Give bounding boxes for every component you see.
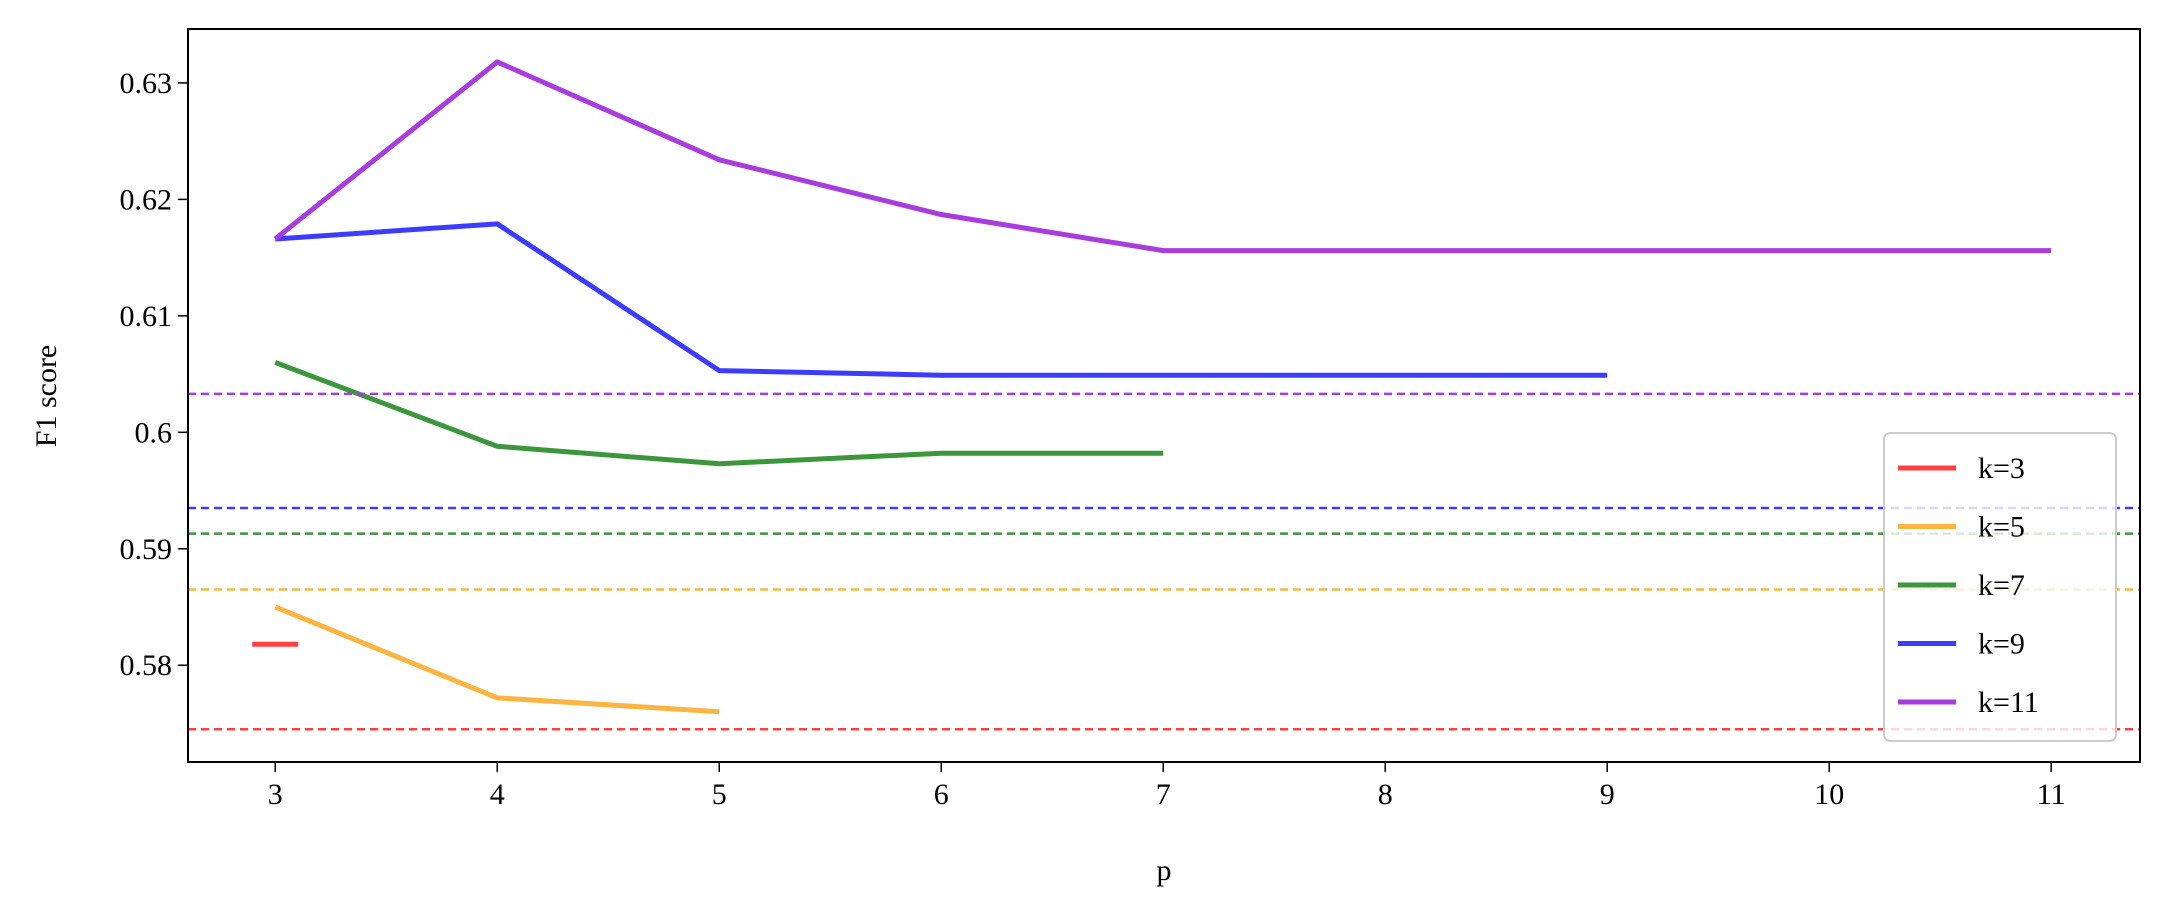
- series-line: [273, 59, 2052, 254]
- x-tick-label: 5: [712, 778, 727, 811]
- legend-label: k=11: [1978, 686, 2039, 719]
- x-axis-label: p: [1157, 854, 1172, 887]
- x-tick-label: 4: [490, 778, 505, 811]
- x-tick-label: 6: [934, 778, 949, 811]
- x-tick-label: 9: [1600, 778, 1615, 811]
- x-tick-label: 7: [1156, 778, 1171, 811]
- y-tick-label: 0.59: [120, 533, 173, 566]
- x-tick-label: 8: [1378, 778, 1393, 811]
- legend-label: k=7: [1978, 569, 2025, 602]
- x-tick-label: 10: [1814, 778, 1844, 811]
- series-line: [274, 604, 720, 715]
- series-line: [274, 360, 1164, 467]
- y-tick-label: 0.58: [120, 649, 173, 682]
- legend-box: [1883, 432, 2117, 742]
- legend-label: k=5: [1978, 511, 2025, 544]
- y-tick-label: 0.6: [135, 416, 173, 449]
- y-axis-label: F1 score: [30, 345, 63, 447]
- y-tick-label: 0.63: [120, 67, 173, 100]
- y-tick-label: 0.61: [120, 300, 173, 333]
- y-tick-label: 0.62: [120, 183, 173, 216]
- x-tick-label: 3: [268, 778, 283, 811]
- series-line: [275, 221, 1608, 378]
- legend-label: k=9: [1978, 628, 2025, 661]
- plot-frame: [187, 28, 2141, 763]
- x-tick-label: 11: [2037, 778, 2066, 811]
- legend-label: k=3: [1978, 452, 2025, 485]
